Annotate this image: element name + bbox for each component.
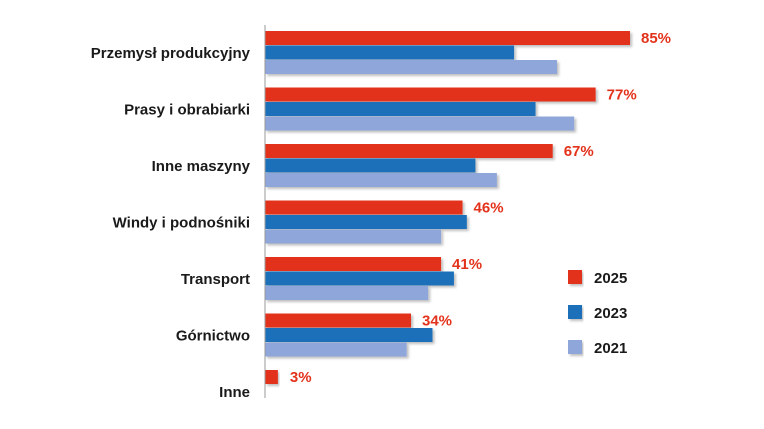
category-label-transport: Transport xyxy=(181,271,250,288)
bar-2023-gornictwo xyxy=(265,328,433,342)
category-label-inne-maszyny: Inne maszyny xyxy=(152,158,251,175)
bar-2025-windy-i-podnosniki xyxy=(265,200,463,215)
legend-swatch-2025 xyxy=(568,270,582,284)
data-label-inne: 3% xyxy=(290,369,312,386)
legend-label-2023: 2023 xyxy=(594,305,627,322)
data-label-przemysl-produkcyjny: 85% xyxy=(641,30,671,47)
bar-2021-transport xyxy=(265,286,429,300)
category-label-windy-i-podnosniki: Windy i podnośniki xyxy=(113,214,250,231)
category-label-przemysl-produkcyjny: Przemysł produkcyjny xyxy=(91,45,251,62)
category-label-inne: Inne xyxy=(219,384,250,401)
bar-2021-gornictwo xyxy=(265,342,407,357)
bar-2023-prasy-i-obrabiarki xyxy=(265,102,536,116)
legend-label-2025: 2025 xyxy=(594,270,627,287)
legend: 2025 2023 2021 xyxy=(568,270,627,357)
data-label-transport: 41% xyxy=(452,256,482,273)
bar-2025-transport xyxy=(265,257,442,271)
bar-2023-transport xyxy=(265,271,454,286)
data-label-windy-i-podnosniki: 46% xyxy=(474,200,504,217)
category-labels: Przemysł produkcyjny Prasy i obrabiarki In… xyxy=(91,45,251,401)
bar-2021-windy-i-podnosniki xyxy=(265,229,442,244)
bar-2023-windy-i-podnosniki xyxy=(265,215,467,229)
category-label-prasy-i-obrabiarki: Prasy i obrabiarki xyxy=(124,101,250,118)
bar-2025-inne-maszyny xyxy=(265,144,553,158)
bar-2025-prasy-i-obrabiarki xyxy=(265,87,596,102)
data-label-gornictwo: 34% xyxy=(422,313,452,330)
bar-2021-przemysl-produkcyjny xyxy=(265,60,557,74)
legend-label-2021: 2021 xyxy=(594,340,627,357)
bar-2025-gornictwo xyxy=(265,313,411,328)
category-label-gornictwo: Górnictwo xyxy=(176,327,250,344)
bar-2021-inne-maszyny xyxy=(265,173,497,187)
legend-swatch-2021 xyxy=(568,340,582,354)
data-labels: 85% 77% 67% 46% 41% 34% 3% xyxy=(290,30,671,386)
bar-2023-przemysl-produkcyjny xyxy=(265,45,515,60)
bars-group xyxy=(265,31,630,384)
bar-2023-inne-maszyny xyxy=(265,158,476,173)
bar-2025-inne xyxy=(265,370,278,384)
data-label-inne-maszyny: 67% xyxy=(564,143,594,160)
data-label-prasy-i-obrabiarki: 77% xyxy=(607,87,637,104)
bar-2025-przemysl-produkcyjny xyxy=(265,31,630,45)
bar-2021-prasy-i-obrabiarki xyxy=(265,116,575,131)
legend-swatch-2023 xyxy=(568,305,582,319)
